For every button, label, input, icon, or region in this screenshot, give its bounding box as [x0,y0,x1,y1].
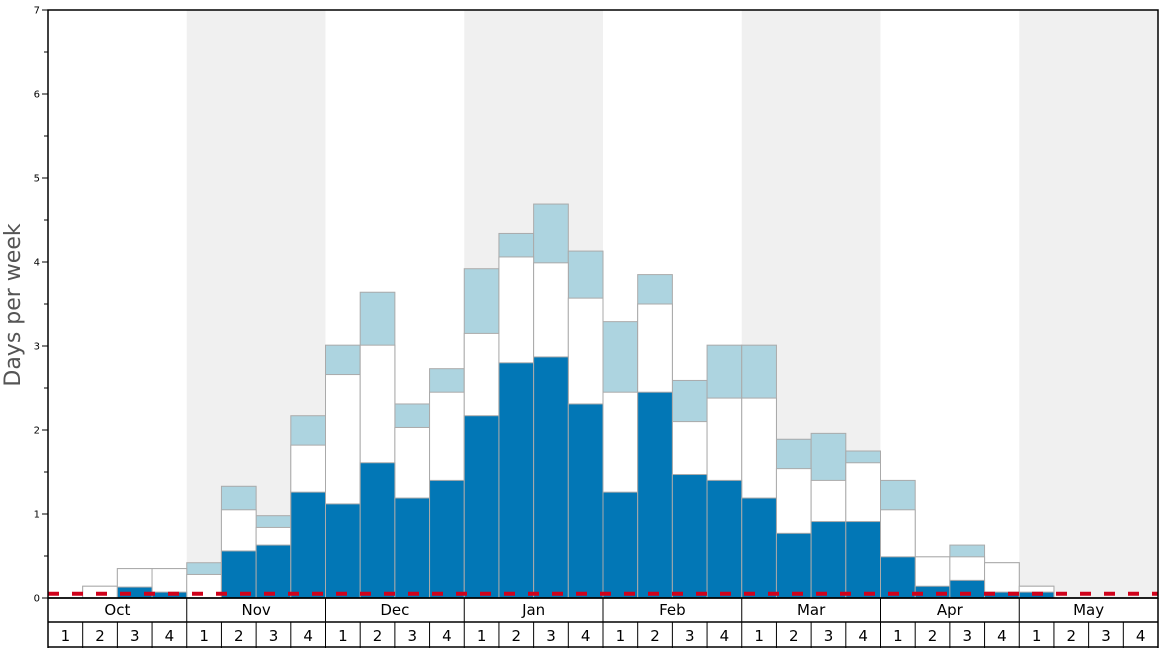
week-label: 3 [1101,627,1111,645]
week-label: 2 [1067,627,1077,645]
week-label: 1 [338,627,348,645]
month-label-nov: Nov [241,601,270,619]
month-label-apr: Apr [937,601,964,619]
month-label-feb: Feb [659,601,686,619]
month-label-jan: Jan [521,601,545,619]
y-tick-label: 6 [34,90,40,101]
week-label: 4 [858,627,868,645]
dark-bar-mar-2 [775,532,812,599]
week-label: 1 [199,627,209,645]
bars [82,203,1055,599]
week-label: 2 [95,627,105,645]
week-label: 2 [789,627,799,645]
dark-bar-jan-3 [533,356,569,599]
week-label: 1 [477,627,487,645]
week-label: 4 [997,627,1007,645]
week-label: 1 [893,627,903,645]
y-axis: 0 1 2 3 4 5 6 7 [34,6,48,605]
dark-bar-nov-3 [255,544,292,599]
month-label-dec: Dec [380,601,409,619]
dark-bar-jan-4 [567,403,604,599]
x-axis: Oct Nov Dec Jan Feb Mar Apr May 1 2 3 4 1 2 3 4 1 2 3 4 1 2 3 4… [47,597,1159,648]
week-label: 4 [165,627,175,645]
week-label: 3 [962,627,972,645]
y-axis-label: Days per week [1,223,26,386]
dark-bar-dec-3 [394,497,431,599]
week-label: 2 [234,627,244,645]
dark-bar-nov-2 [220,550,257,599]
week-label: 3 [685,627,695,645]
week-label: 2 [928,627,938,645]
dark-bar-mar-1 [741,497,777,599]
dark-bar-dec-1 [325,503,361,599]
week-label: 3 [269,627,279,645]
week-label: 4 [1136,627,1146,645]
week-label: 1 [61,627,71,645]
month-label-oct: Oct [104,601,130,619]
month-label-may: May [1073,601,1104,619]
y-tick-label: 2 [34,426,40,437]
y-tick-label: 3 [34,342,40,353]
week-label: 1 [754,627,764,645]
week-label: 3 [546,627,556,645]
week-label: 4 [303,627,313,645]
week-label: 3 [407,627,417,645]
week-label: 2 [650,627,660,645]
week-label: 3 [824,627,834,645]
dark-bar-feb-4 [706,479,743,599]
week-label: 1 [616,627,626,645]
week-label: 2 [512,627,522,645]
week-label: 2 [373,627,383,645]
dark-bar-mar-4 [845,521,881,599]
week-label: 4 [442,627,452,645]
dark-bar-dec-4 [429,479,465,599]
y-tick-label: 4 [34,258,40,269]
dark-bar-feb-3 [671,474,708,599]
dark-bar-dec-2 [359,462,396,599]
week-label: 3 [130,627,140,645]
dark-bar-mar-3 [810,521,847,599]
dark-bar-jan-1 [463,415,500,599]
y-tick-label: 5 [34,174,40,185]
month-label-mar: Mar [797,601,826,619]
dark-bar-nov-4 [290,491,326,599]
week-label: 4 [581,627,591,645]
week-label: 1 [1032,627,1042,645]
dark-bar-jan-2 [498,362,535,599]
y-tick-label: 1 [34,510,40,521]
week-label: 4 [720,627,730,645]
month-band-may [1019,10,1158,598]
dark-bar-feb-2 [637,391,673,599]
y-tick-label: 7 [34,6,40,17]
dark-bar-feb-1 [602,491,639,599]
y-tick-label: 0 [34,594,40,605]
